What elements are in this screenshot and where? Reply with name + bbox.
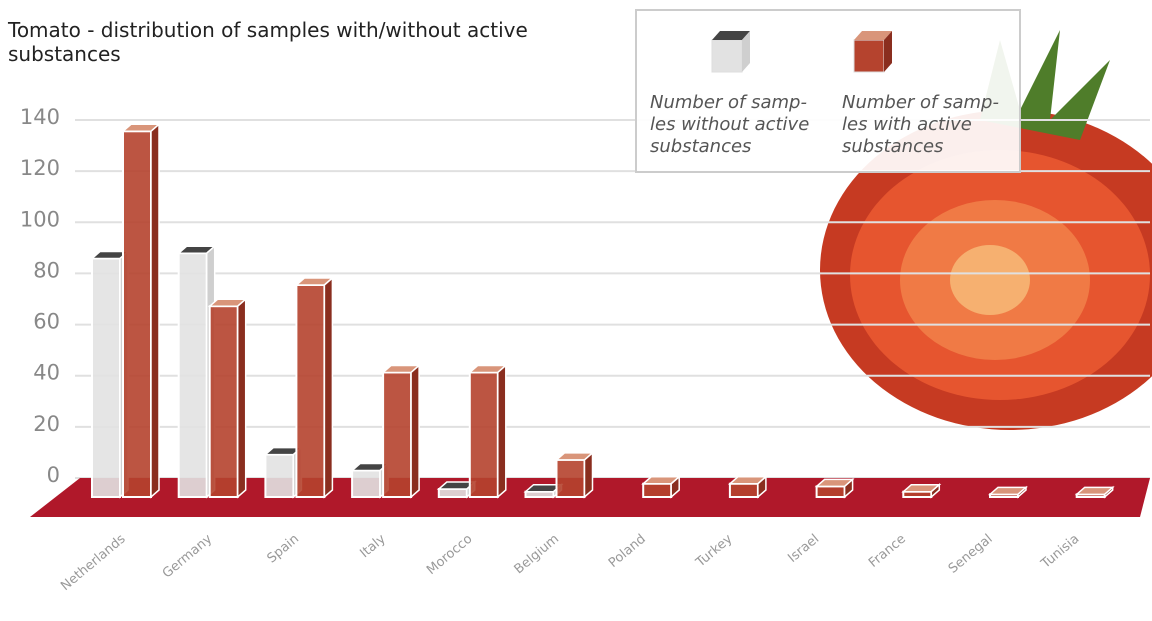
bar <box>524 490 555 499</box>
bar <box>815 485 846 498</box>
x-tick-label: Italy <box>357 531 388 561</box>
bar-side <box>583 451 594 499</box>
bar-side <box>843 477 854 499</box>
bar-side <box>236 297 247 499</box>
tomato-decoration <box>820 30 1152 430</box>
legend-label: Number of samp- <box>650 92 807 113</box>
bar <box>122 130 152 499</box>
bar-side <box>150 122 160 499</box>
x-tick-label: Israel <box>785 532 822 566</box>
bar <box>208 305 239 499</box>
bar-side <box>1017 485 1027 499</box>
legend-label: les without active <box>650 114 809 135</box>
bar <box>728 482 759 498</box>
legend-swatch-side <box>742 31 750 72</box>
x-tick-label: Turkey <box>693 531 736 571</box>
bar <box>642 482 673 498</box>
legend-swatch-top <box>712 31 750 40</box>
bar-side <box>1103 485 1114 499</box>
legend-label: Number of samp- <box>842 92 999 113</box>
x-tick-label: Morocco <box>424 532 475 579</box>
legend-swatch <box>711 39 743 73</box>
bar-side <box>670 475 680 499</box>
y-tick-label: 40 <box>33 361 60 385</box>
bar <box>437 488 468 498</box>
legend-label: substances <box>650 136 751 157</box>
bar <box>177 252 208 498</box>
bar <box>264 453 295 499</box>
bar-side <box>757 475 767 499</box>
y-tick-label: 20 <box>33 412 60 436</box>
legend-swatch <box>853 39 885 73</box>
bar <box>468 371 499 499</box>
bar-side <box>323 276 334 499</box>
y-tick-label: 120 <box>20 156 60 180</box>
bar <box>382 371 413 499</box>
legend: Number of samp-les without activesubstan… <box>635 9 1021 173</box>
legend-label: les with active <box>842 114 972 135</box>
legend-box <box>635 9 1021 173</box>
x-tick-label: Germany <box>160 531 216 581</box>
y-tick-label: 140 <box>20 105 60 129</box>
x-tick-label: France <box>866 532 909 571</box>
legend-label: substances <box>842 136 943 157</box>
x-tick-label: Poland <box>606 532 649 571</box>
x-tick-label: Belgium <box>512 532 562 578</box>
bar <box>351 469 382 498</box>
chart-title: Tomato - distribution of samples with/wi… <box>8 18 528 66</box>
bar-side <box>410 363 420 499</box>
y-tick-label: 80 <box>33 258 60 282</box>
x-tick-label: Senegal <box>946 532 996 577</box>
bar <box>555 458 586 498</box>
bar <box>902 490 933 499</box>
bar <box>295 284 326 498</box>
bar-side <box>930 483 941 499</box>
y-tick-label: 60 <box>33 310 60 334</box>
legend-swatch-side <box>884 31 892 72</box>
x-tick-label: Netherlands <box>58 531 129 594</box>
legend-swatch-top <box>854 31 892 40</box>
x-tick-label: Tunisia <box>1038 532 1082 573</box>
bar <box>91 257 121 498</box>
x-tick-label: Spain <box>265 532 302 567</box>
y-tick-label: 100 <box>20 207 60 231</box>
bar-side <box>497 363 507 499</box>
y-tick-label: 0 <box>47 463 60 487</box>
